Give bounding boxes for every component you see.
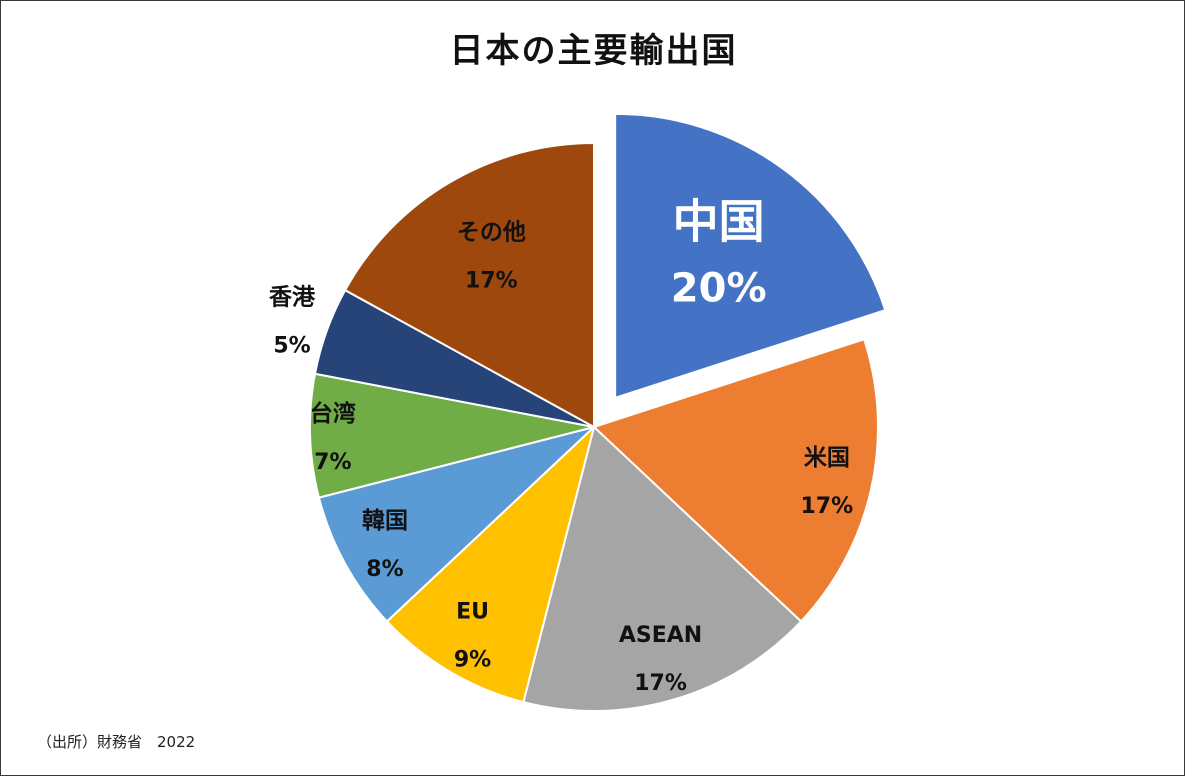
pie-slice-7	[343, 141, 595, 429]
slice-label-4: 韓国	[362, 507, 408, 534]
slice-value-4: 8%	[366, 557, 403, 582]
pie-slice-4	[317, 426, 595, 623]
pie-slice-5	[309, 372, 595, 499]
slice-value-5: 7%	[314, 450, 351, 475]
pie-slice-3	[385, 423, 596, 704]
slice-label-5: 台湾	[310, 400, 356, 427]
slice-value-6: 5%	[273, 333, 310, 358]
slice-label-0: 中国	[673, 194, 765, 248]
slice-label-7: その他	[457, 219, 526, 245]
slice-value-0: 20%	[671, 265, 767, 311]
chart-title: 日本の主要輸出国	[449, 31, 738, 71]
pie-slice-2	[522, 425, 803, 712]
slice-value-2: 17%	[634, 671, 687, 696]
slice-value-1: 17%	[800, 494, 853, 519]
slice-label-3: EU	[456, 599, 489, 624]
source-note: （出所）財務省 2022	[37, 733, 196, 751]
slice-value-3: 9%	[454, 647, 491, 672]
slice-label-6: 香港	[269, 284, 316, 310]
slice-label-1: 米国	[804, 445, 850, 471]
slice-label-2: ASEAN	[619, 623, 702, 648]
pie-slice-1	[592, 337, 879, 623]
slice-value-7: 17%	[465, 268, 518, 293]
pie-slice-0	[614, 112, 887, 400]
